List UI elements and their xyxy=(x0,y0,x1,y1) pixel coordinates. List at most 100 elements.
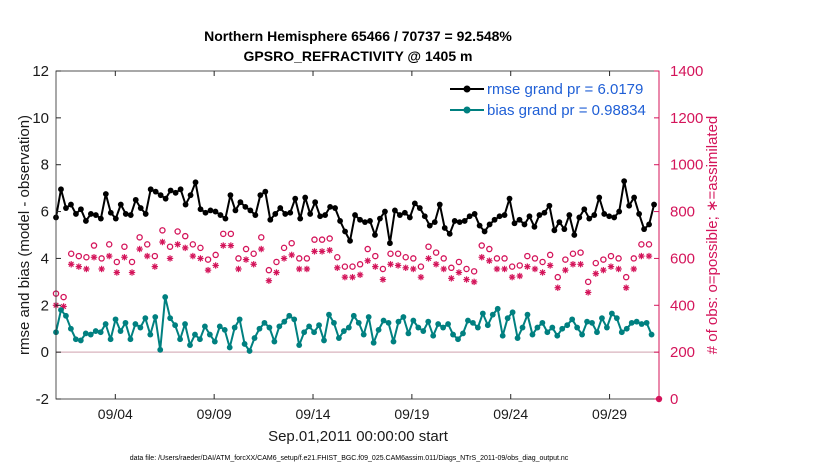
rmse-point xyxy=(377,215,383,222)
bias-point xyxy=(618,329,625,336)
rmse-point xyxy=(207,207,214,214)
bias-point xyxy=(211,338,218,345)
possible-obs-point xyxy=(311,236,318,243)
possible-obs-point xyxy=(493,255,501,262)
bias-point xyxy=(425,318,432,325)
legend-box xyxy=(445,76,654,122)
bias-point xyxy=(415,324,422,331)
bias-point xyxy=(112,316,119,323)
y-left-tick-label: 6 xyxy=(41,204,49,221)
rmse-point xyxy=(132,196,139,203)
legend-bias-marker xyxy=(463,106,471,114)
x-tick-label: 09/24 xyxy=(493,406,528,422)
possible-obs-point xyxy=(501,255,508,262)
assimilated-obs-point xyxy=(121,254,128,261)
bias-point xyxy=(281,318,288,325)
possible-obs-point xyxy=(425,243,432,250)
y-right-tick-label: 600 xyxy=(670,250,695,267)
bias-point xyxy=(608,310,615,317)
bias-point xyxy=(316,322,322,329)
bias-point xyxy=(494,305,501,312)
rmse-point xyxy=(456,219,463,226)
possible-obs-point xyxy=(67,250,75,257)
possible-obs-point xyxy=(273,258,280,266)
rmse-point xyxy=(197,206,204,213)
y-right-tick-label: 400 xyxy=(670,297,695,314)
rmse-point xyxy=(406,214,413,221)
bias-point xyxy=(201,323,208,330)
bias-point xyxy=(72,336,79,343)
bias-point xyxy=(390,338,397,345)
rmse-point xyxy=(501,212,508,218)
bias-point xyxy=(564,322,571,329)
assimilated-obs-point xyxy=(524,263,531,270)
possible-obs-point xyxy=(463,265,470,273)
legend-rmse-marker xyxy=(463,85,471,93)
bias-point xyxy=(604,324,610,331)
rmse-point xyxy=(87,211,94,217)
bias-point xyxy=(331,319,337,326)
assimilated-obs-point xyxy=(463,276,470,283)
assimilated-obs-point xyxy=(159,238,166,246)
assimilated-obs-point xyxy=(516,272,523,280)
y-axis-left-label: rmse and bias (model - observation) xyxy=(16,115,33,355)
assimilated-obs-point xyxy=(455,269,463,276)
rmse-point xyxy=(352,212,358,218)
bias-point xyxy=(147,331,154,338)
possible-obs-point xyxy=(394,250,402,257)
assimilated-obs-point xyxy=(296,265,303,273)
assimilated-obs-point xyxy=(90,254,98,261)
x-tick-label: 09/04 xyxy=(98,406,133,422)
rmse-point xyxy=(337,218,343,224)
assimilated-obs-point xyxy=(402,264,409,271)
assimilated-obs-point xyxy=(630,265,637,273)
chart-title-line1: Northern Hemisphere 65466 / 70737 = 92.5… xyxy=(204,28,512,44)
bias-point xyxy=(569,316,576,323)
legend: rmse grand pr = 6.0179 bias grand pr = 0… xyxy=(445,76,654,122)
bias-point xyxy=(549,324,556,331)
rmse-point xyxy=(641,226,647,233)
assimilated-obs-point xyxy=(539,269,546,276)
assimilated-obs-point xyxy=(144,252,151,260)
legend-bias-label: bias grand pr = 0.98834 xyxy=(487,102,646,119)
rmse-point xyxy=(97,215,104,222)
bias-point xyxy=(455,336,461,343)
bias-point xyxy=(216,323,223,330)
bias-point xyxy=(509,309,516,316)
assimilated-obs-point xyxy=(379,276,387,283)
possible-obs-point xyxy=(387,250,394,257)
rmse-point xyxy=(342,228,348,235)
possible-obs-point xyxy=(569,250,577,257)
assimilated-obs-point xyxy=(600,266,607,274)
assimilated-obs-point xyxy=(174,241,181,248)
bias-point xyxy=(574,324,581,331)
possible-obs-point xyxy=(204,256,212,263)
assimilated-obs-point xyxy=(440,265,447,273)
possible-obs-point xyxy=(622,273,630,281)
possible-obs-point xyxy=(372,252,379,260)
possible-obs-point xyxy=(531,255,539,262)
bias-point xyxy=(340,328,347,334)
assimilated-obs-point xyxy=(607,263,615,270)
bias-point xyxy=(291,316,298,323)
assimilated-obs-point xyxy=(220,242,227,249)
x-axis: 09/04 09/09 09/14 09/19 09/24 09/29 xyxy=(98,71,627,422)
possible-obs-point xyxy=(258,234,265,241)
rmse-point xyxy=(222,215,229,222)
rmse-point xyxy=(511,220,518,227)
rmse-point xyxy=(506,195,513,202)
possible-obs-point xyxy=(630,255,638,262)
bias-point xyxy=(306,323,313,330)
assimilated-obs-point xyxy=(562,266,569,274)
bias-point xyxy=(360,331,367,338)
bias-point xyxy=(321,337,327,344)
rmse-point xyxy=(546,202,553,209)
rmse-point xyxy=(601,211,608,217)
rmse-point xyxy=(536,212,543,218)
assimilated-obs-point xyxy=(501,265,508,273)
rmse-point xyxy=(401,209,408,216)
y-left-tick-label: 2 xyxy=(41,297,49,314)
rmse-point xyxy=(486,221,493,228)
assimilated-obs-point xyxy=(478,254,485,261)
plot-area xyxy=(56,71,659,399)
